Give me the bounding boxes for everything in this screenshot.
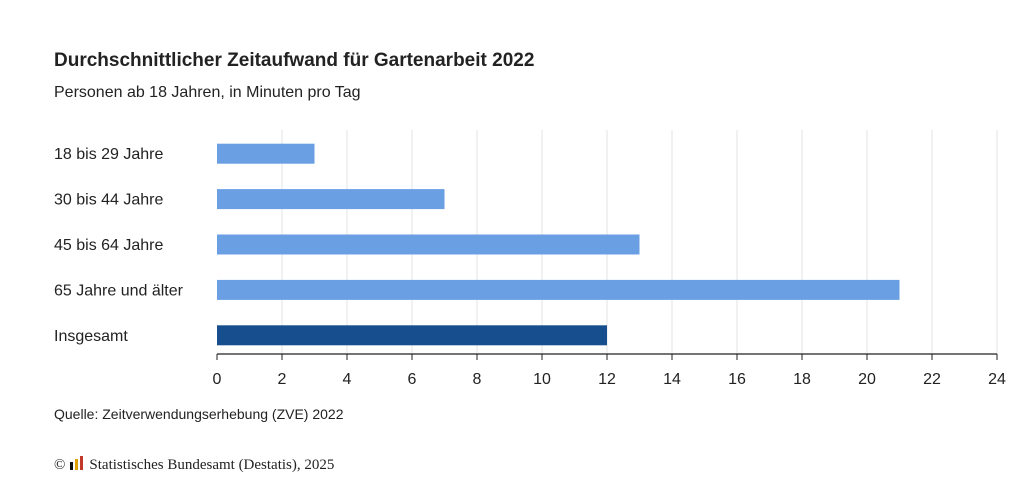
publisher-text: Statistisches Bundesamt (Destatis), 2025 bbox=[89, 457, 335, 473]
chart-title: Durchschnittlicher Zeitaufwand für Garte… bbox=[54, 50, 535, 71]
x-tick-label: 0 bbox=[213, 371, 222, 388]
x-tick-label: 16 bbox=[728, 371, 746, 388]
bar-1 bbox=[217, 189, 445, 210]
bar-2 bbox=[217, 234, 640, 255]
bar-0 bbox=[217, 143, 315, 164]
x-tick-label: 6 bbox=[408, 371, 417, 388]
x-tick-label: 4 bbox=[343, 371, 352, 388]
x-tick-label: 18 bbox=[793, 371, 811, 388]
x-tick-label: 22 bbox=[923, 371, 941, 388]
category-label: 65 Jahre und älter bbox=[54, 282, 184, 299]
source-note: Quelle: Zeitverwendungserhebung (ZVE) 20… bbox=[54, 406, 344, 422]
category-label: 45 bis 64 Jahre bbox=[54, 237, 164, 254]
category-label: Insgesamt bbox=[54, 328, 128, 345]
x-tick-label: 10 bbox=[533, 371, 551, 388]
bar-chart: 18 bis 29 Jahre 30 bis 44 Jahre 45 bis 64 … bbox=[54, 130, 1006, 388]
category-label: 18 bis 29 Jahre bbox=[54, 146, 164, 163]
x-tick-label: 2 bbox=[278, 371, 287, 388]
category-label: 30 bis 44 Jahre bbox=[54, 192, 164, 209]
chart-subtitle: Personen ab 18 Jahren, in Minuten pro Ta… bbox=[54, 84, 361, 101]
destatis-logo-icon bbox=[69, 456, 85, 475]
footer: © Statistisches Bundesamt (Destatis), 20… bbox=[54, 456, 334, 475]
bar-3 bbox=[217, 279, 900, 300]
bar-4 bbox=[217, 325, 607, 346]
copyright-symbol: © bbox=[54, 457, 66, 473]
x-tick-label: 20 bbox=[858, 371, 876, 388]
x-tick-label: 14 bbox=[663, 371, 681, 388]
x-tick-label: 12 bbox=[598, 371, 616, 388]
x-tick-label: 8 bbox=[473, 371, 482, 388]
x-tick-label: 24 bbox=[988, 371, 1006, 388]
